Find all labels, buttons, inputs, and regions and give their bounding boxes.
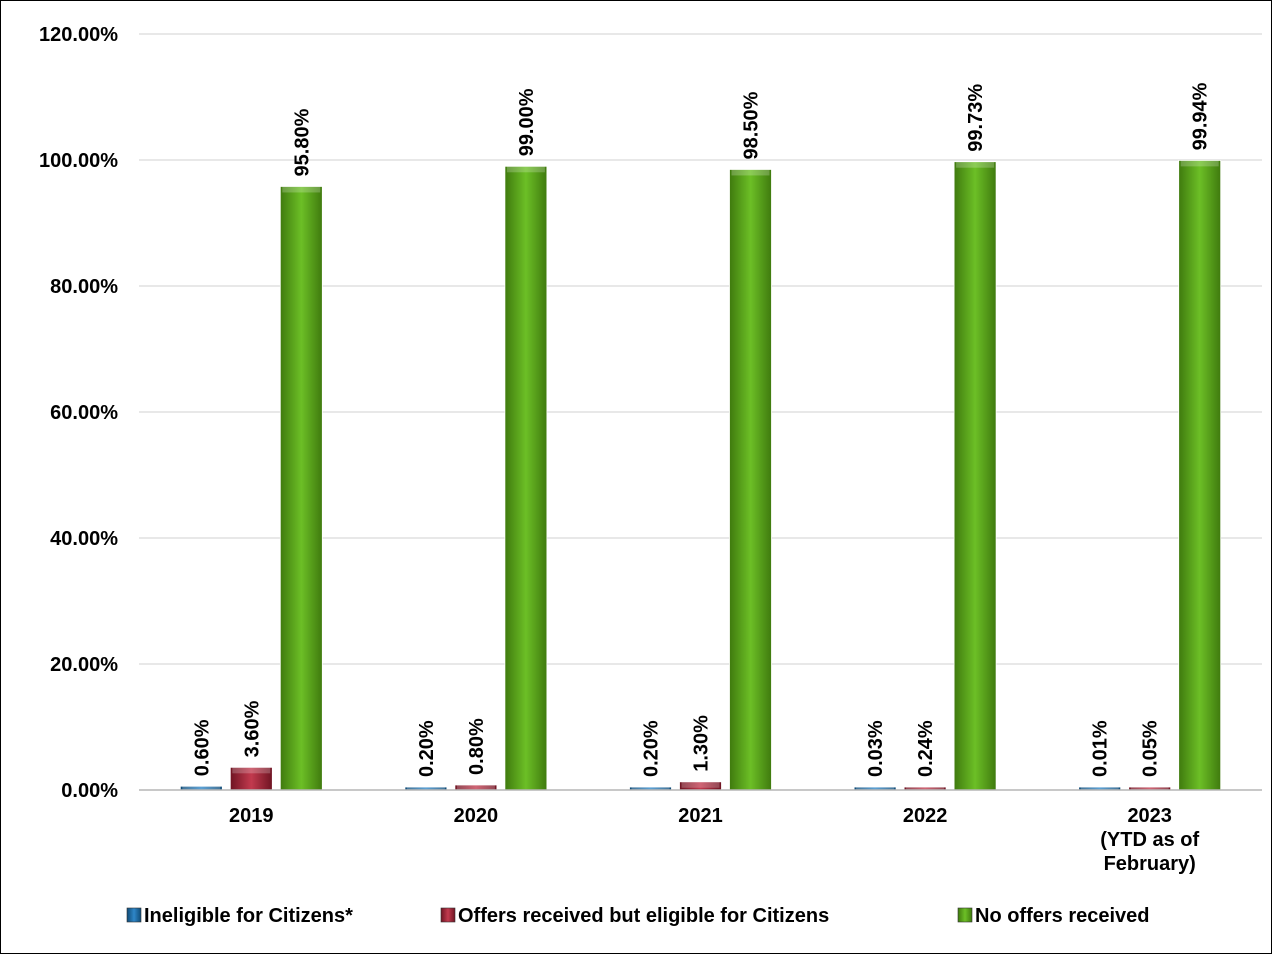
bar-bevel <box>906 787 945 790</box>
legend-swatch <box>957 907 973 923</box>
x-tick-label: 2021 <box>678 805 723 827</box>
y-tick-label: 100.00% <box>39 150 118 172</box>
x-tick-label-line: (YTD as of <box>1100 829 1199 851</box>
legend-label: Ineligible for Citizens* <box>144 905 353 927</box>
x-tick-label-line: 2020 <box>454 805 499 827</box>
data-label: 99.00% <box>516 88 538 156</box>
data-label: 3.60% <box>241 700 263 757</box>
bar-bevel <box>681 781 720 788</box>
data-label: 99.94% <box>1190 82 1212 150</box>
data-label: 99.73% <box>965 84 987 152</box>
x-tick-label-line: February) <box>1104 853 1196 875</box>
y-tick-label: 0.00% <box>61 780 118 802</box>
x-tick-label: 2019 <box>229 805 274 827</box>
y-tick-label: 60.00% <box>50 402 118 424</box>
data-label: 0.05% <box>1140 720 1162 777</box>
data-label: 0.03% <box>865 720 887 777</box>
data-label: 0.60% <box>191 719 213 776</box>
data-label: 0.01% <box>1090 720 1112 777</box>
bar-no-offers-received-4[interactable] <box>1178 159 1222 791</box>
bar-bevel <box>232 767 271 774</box>
y-tick-label: 20.00% <box>50 654 118 676</box>
x-tick-label: 2020 <box>454 805 499 827</box>
bar-bevel <box>182 786 221 790</box>
bar-bevel <box>956 161 995 168</box>
x-tick-label-line: 2023 <box>1127 805 1172 827</box>
y-tick-label: 80.00% <box>50 276 118 298</box>
bar-bevel <box>856 787 895 790</box>
legend-label: No offers received <box>975 905 1150 927</box>
bar-bevel <box>456 784 495 790</box>
bar-bevel <box>282 186 321 193</box>
legend-label: Offers received but eligible for Citizen… <box>458 905 829 927</box>
data-label: 0.80% <box>466 718 488 775</box>
x-tick-label-line: 2022 <box>903 805 948 827</box>
data-label: 1.30% <box>691 715 713 772</box>
x-tick-label: 2023 (YTD as of February) <box>1100 805 1199 875</box>
x-tick-label: 2022 <box>903 805 948 827</box>
legend-swatch <box>440 907 456 923</box>
bar-bevel <box>1180 160 1219 167</box>
data-label: 0.24% <box>915 720 937 777</box>
bar-no-offers-received-2[interactable] <box>729 169 772 791</box>
bar-bevel <box>406 787 445 790</box>
bar-bevel <box>731 169 770 176</box>
bar-bevel <box>631 787 670 790</box>
bar-no-offers-received-0[interactable] <box>279 186 323 791</box>
data-label: 98.50% <box>741 91 763 159</box>
legend-swatch <box>126 907 142 923</box>
x-tick-label-line: 2021 <box>678 805 723 827</box>
bar-bevel <box>1080 787 1119 790</box>
bar-no-offers-received-3[interactable] <box>953 161 997 791</box>
bar-bevel <box>1130 787 1169 790</box>
data-label: 0.20% <box>641 720 663 777</box>
bar-no-offers-received-1[interactable] <box>504 165 548 791</box>
data-label: 95.80% <box>291 108 313 176</box>
x-tick-label-line: 2019 <box>229 805 274 827</box>
data-label: 0.20% <box>416 720 438 777</box>
bar-bevel <box>506 166 545 173</box>
y-tick-label: 40.00% <box>50 528 118 550</box>
y-tick-label: 120.00% <box>39 24 118 46</box>
